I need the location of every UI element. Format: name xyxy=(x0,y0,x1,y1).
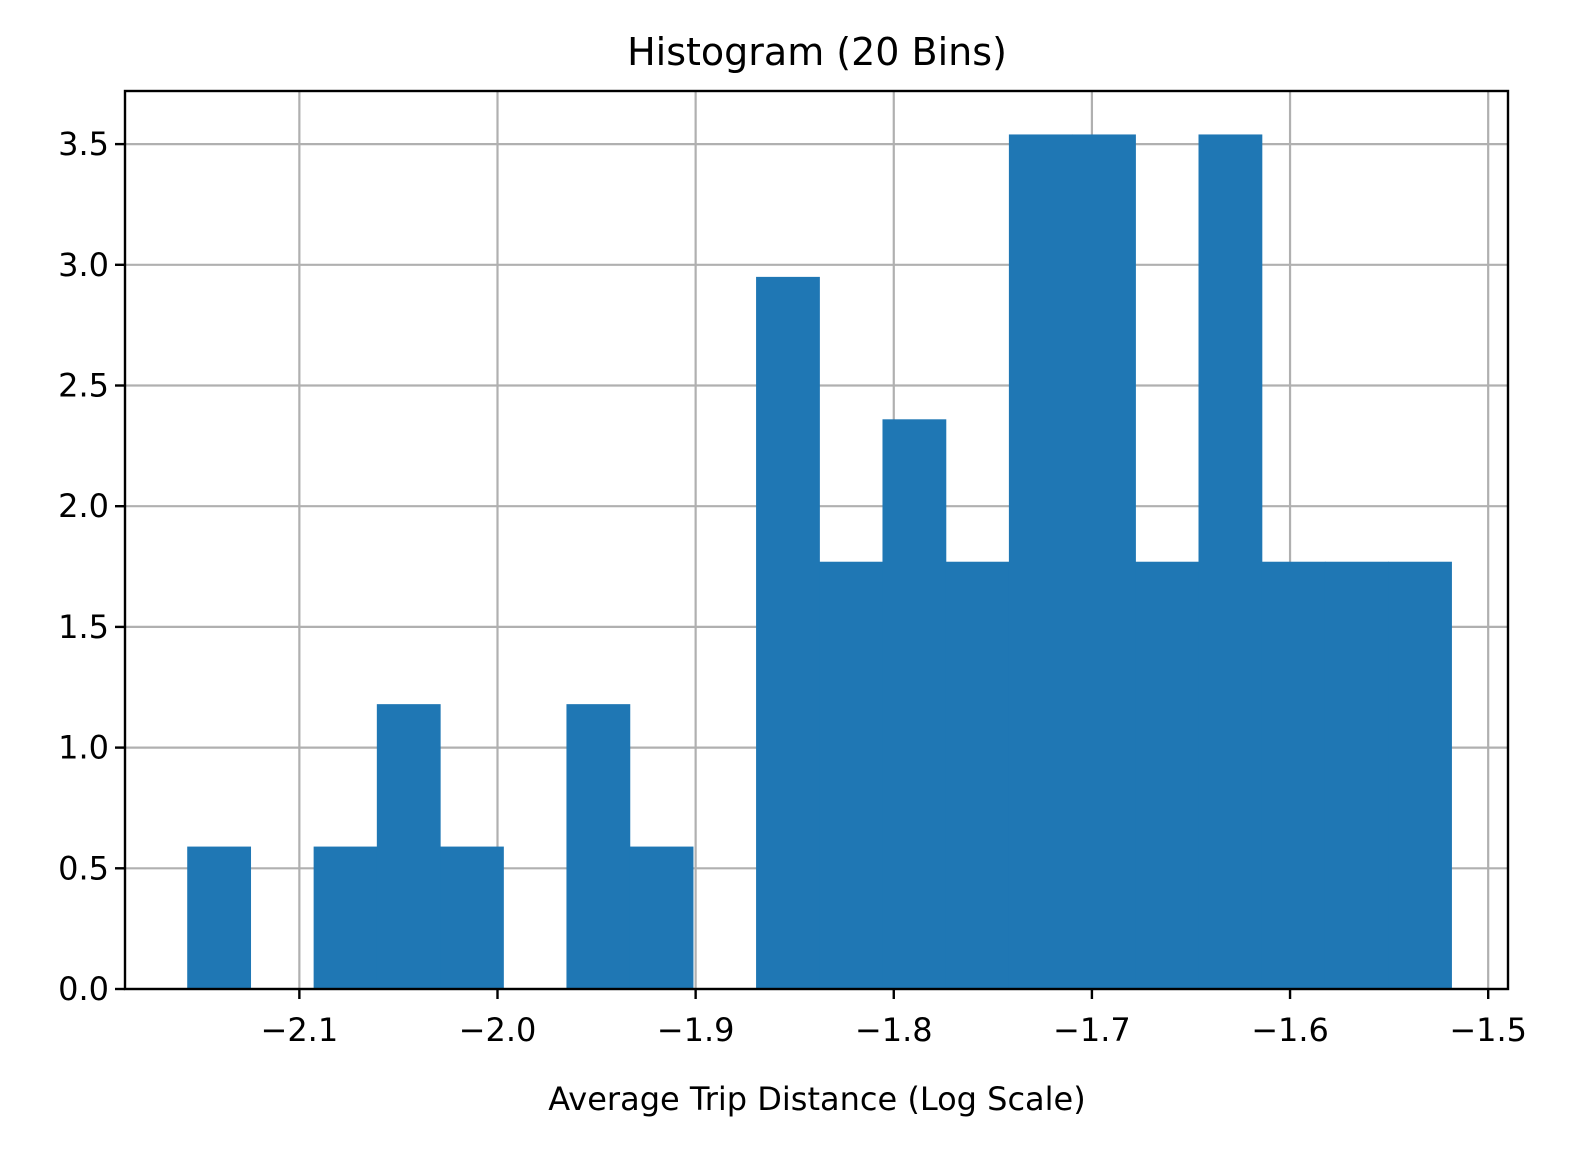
histogram-bar xyxy=(1324,561,1389,989)
x-axis-label: Average Trip Distance (Log Scale) xyxy=(548,1080,1085,1118)
histogram-bar xyxy=(756,276,820,989)
y-tick-label: 0.0 xyxy=(58,970,109,1008)
histogram-bar xyxy=(1008,134,1073,990)
x-tick-label: −2.1 xyxy=(261,1011,339,1049)
x-tick-label: −1.7 xyxy=(1053,1011,1131,1049)
histogram-bar xyxy=(313,846,378,989)
plot-frame xyxy=(123,89,1510,991)
x-tick-label: −1.5 xyxy=(1449,1011,1527,1049)
y-tick-label: 2.0 xyxy=(58,487,109,525)
y-tick-label: 3.5 xyxy=(58,125,109,163)
x-tick-label: −1.9 xyxy=(657,1011,735,1049)
x-tick-label: −1.8 xyxy=(855,1011,933,1049)
y-tick-label: 0.5 xyxy=(58,849,109,887)
histogram-bar xyxy=(819,561,884,989)
axis-ticks: −2.1 −2.0 −1.9 −1.8 −1.7 −1.6 −1.5 0.0 0.5 1.0 1.5… xyxy=(58,125,1527,1049)
histogram-bar xyxy=(629,846,694,989)
histogram-bar xyxy=(945,561,1010,989)
histogram-bar xyxy=(566,704,631,989)
histogram-bar xyxy=(1198,134,1263,990)
y-tick-label: 1.0 xyxy=(58,729,109,767)
histogram-bar xyxy=(440,846,504,989)
histogram-bar xyxy=(1072,134,1136,990)
histogram-bar xyxy=(187,846,252,989)
histogram-bar xyxy=(1261,561,1326,989)
histogram-bar xyxy=(376,704,441,989)
y-tick-label: 2.5 xyxy=(58,367,109,405)
histogram-bar xyxy=(882,419,947,989)
chart-title: Histogram (20 Bins) xyxy=(627,30,1007,74)
y-tick-label: 1.5 xyxy=(58,608,109,646)
y-tick-label: 3.0 xyxy=(58,246,109,284)
histogram-bar xyxy=(1135,561,1200,989)
x-tick-label: −2.0 xyxy=(459,1011,537,1049)
x-tick-label: −1.6 xyxy=(1251,1011,1329,1049)
histogram-bar xyxy=(1388,561,1452,989)
histogram-bars xyxy=(187,134,1452,990)
